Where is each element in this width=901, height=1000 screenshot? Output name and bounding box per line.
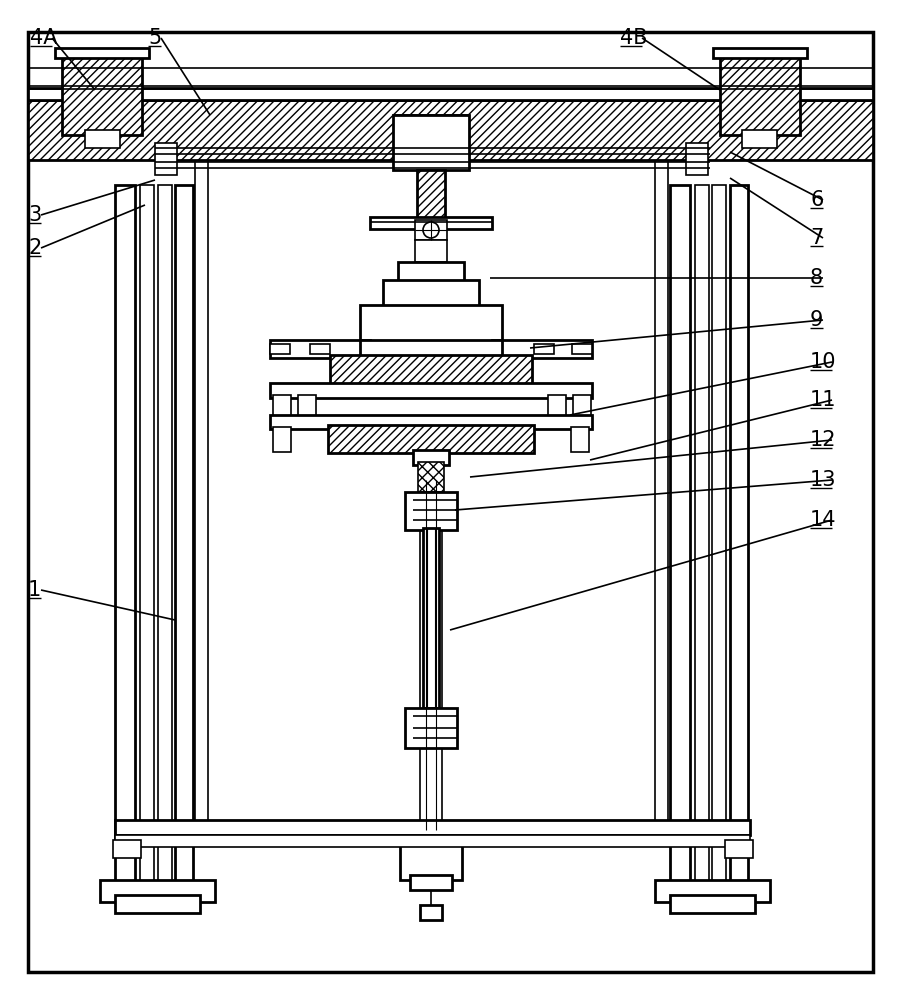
Bar [383,280,479,308]
Bar [330,355,532,385]
Bar [670,895,755,913]
Bar [420,905,442,920]
Bar [398,262,464,282]
Bar [298,395,316,417]
Circle shape [423,222,439,238]
Bar [85,130,120,148]
Bar [713,48,807,58]
Bar [62,55,142,135]
Text: 1: 1 [28,580,41,600]
Text: 4B: 4B [620,28,648,48]
Bar [720,55,800,135]
Bar [423,528,439,708]
Bar [273,427,291,452]
Bar [415,240,447,262]
Text: 8: 8 [810,268,824,288]
Bar [405,492,457,530]
Bar [725,840,753,858]
Bar [573,395,591,417]
Text: 2: 2 [28,238,41,258]
Bar [328,425,534,453]
Text: 5: 5 [148,28,161,48]
Bar [115,895,200,913]
Bar [686,143,708,175]
Bar [492,340,592,358]
Text: 3: 3 [28,205,41,225]
Bar [534,344,554,354]
Text: 6: 6 [810,190,824,210]
Bar [410,875,452,890]
Bar [712,185,726,895]
Text: 7: 7 [810,228,824,248]
Text: 11: 11 [810,390,836,410]
Bar [155,143,177,175]
Bar [670,185,690,895]
Bar [413,450,449,465]
Bar [270,383,592,398]
Bar [158,185,172,895]
Text: 13: 13 [810,470,836,490]
Bar [572,344,592,354]
Bar [405,708,457,748]
Bar [742,130,777,148]
Bar [415,220,447,240]
Bar [55,48,149,58]
Text: 12: 12 [810,430,836,450]
Bar [115,185,135,895]
Text: 9: 9 [810,310,824,330]
Bar [115,820,750,835]
Text: 4A: 4A [30,28,58,48]
Bar [310,344,330,354]
Bar [113,840,141,858]
Bar [270,415,592,429]
Bar [393,115,469,170]
Bar [390,830,472,845]
Bar [418,462,444,492]
Bar [360,305,502,345]
Text: 10: 10 [810,352,836,372]
Bar [695,185,709,895]
Text: 14: 14 [810,510,836,530]
Bar [370,217,492,229]
Bar [730,185,748,895]
Bar [28,100,873,160]
Bar [100,880,215,902]
Bar [270,344,290,354]
Bar [273,395,291,417]
Bar [400,845,462,880]
Bar [548,395,566,417]
Bar [420,480,442,830]
Bar [175,185,193,895]
Bar [417,170,445,222]
Bar [360,340,502,358]
Bar [28,88,873,100]
Bar [571,427,589,452]
Bar [655,880,770,902]
Bar [115,835,750,847]
Bar [270,340,370,358]
Bar [140,185,154,895]
